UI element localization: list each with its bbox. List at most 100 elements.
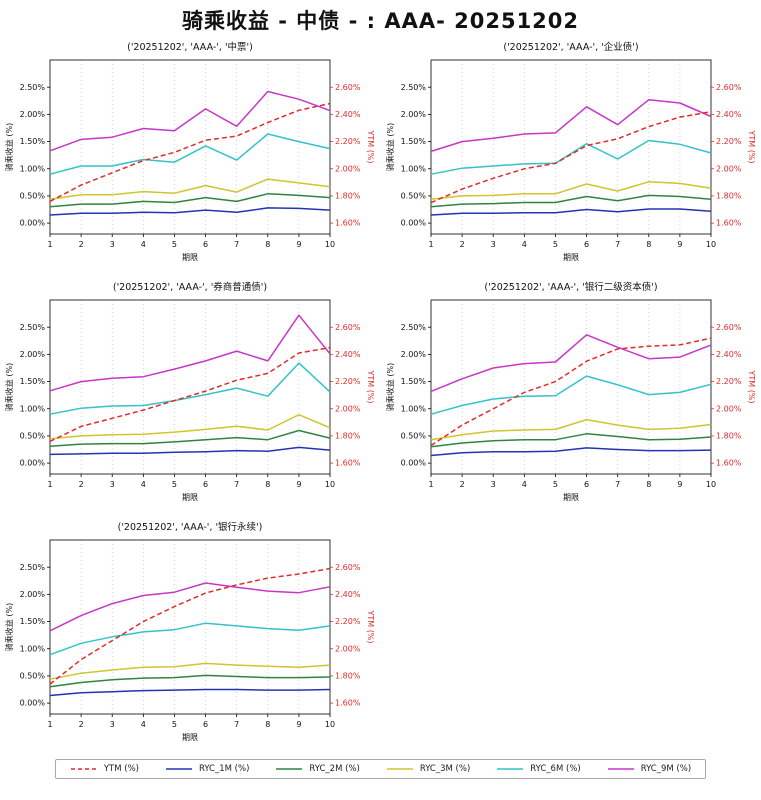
x-tick-label: 9	[296, 240, 301, 249]
series-ryc-6m-	[49, 133, 331, 175]
left-tick-label: 0.50%	[20, 192, 46, 201]
left-tick-label: 0.00%	[400, 219, 426, 228]
x-tick-label: 9	[296, 480, 301, 489]
x-tick-label: 7	[615, 480, 620, 489]
plot-frame	[49, 59, 331, 235]
legend-swatch-icon	[607, 768, 634, 770]
subplot-title: ('20251202', 'AAA-', '银行二级资本债')	[484, 281, 657, 293]
x-tick-label: 2	[459, 480, 464, 489]
right-tick-label: 2.00%	[335, 164, 361, 173]
y-right-axis-label: YTM (%)	[366, 129, 374, 163]
right-tick-label: 2.00%	[716, 164, 742, 173]
series-ytm-	[430, 110, 711, 204]
left-tick-label: 1.50%	[400, 377, 426, 386]
series-ytm-	[49, 102, 331, 203]
left-tick-label: 1.50%	[20, 617, 46, 626]
subplot-mtn: 0.00% 0.50% 1.00% 1.50% 2.00% 2.50% 1.60% 1.80%…	[2, 36, 378, 276]
legend-label: YTM (%)	[103, 764, 139, 774]
left-tick-label: 1.00%	[400, 164, 426, 173]
legend-row: YTM (%) RYC_1M (%) RYC_2M (%) RYC_3M (%) RYC…	[0, 759, 761, 779]
series-ryc-9m-	[430, 334, 711, 393]
left-tick-label: 2.00%	[20, 590, 46, 599]
series-ryc-1m-	[430, 447, 711, 457]
subplot-title: ('20251202', 'AAA-', '中票')	[127, 41, 253, 53]
charts-grid: 0.00% 0.50% 1.00% 1.50% 2.00% 2.50% 1.60% 1.80%…	[0, 36, 761, 756]
left-tick-label: 2.00%	[20, 110, 46, 119]
subplot-corporate-bond: 0.00% 0.50% 1.00% 1.50% 2.00% 2.50% 1.60% 1.80%…	[383, 36, 759, 276]
left-tick-label: 0.50%	[400, 432, 426, 441]
y-left-axis-label: 骑乘收益 (%)	[4, 603, 14, 651]
x-axis-label: 期限	[563, 253, 579, 262]
legend-label: RYC_6M (%)	[530, 764, 581, 774]
x-tick-label: 7	[234, 720, 239, 729]
x-tick-label: 4	[141, 240, 146, 249]
right-tick-label: 2.20%	[335, 137, 361, 146]
plot-frame	[430, 59, 711, 235]
right-tick-label: 2.40%	[716, 110, 742, 119]
series-ytm-	[430, 337, 711, 447]
right-tick-label: 2.60%	[335, 83, 361, 92]
y-right-axis-label: YTM (%)	[747, 129, 755, 163]
x-tick-label: 1	[47, 240, 52, 249]
x-tick-label: 1	[428, 480, 433, 489]
x-tick-label: 4	[141, 480, 146, 489]
left-tick-label: 2.00%	[400, 110, 426, 119]
subplot-chart-svg: 0.00% 0.50% 1.00% 1.50% 2.00% 2.50% 1.60% 1.80%…	[4, 521, 375, 742]
series-ryc-2m-	[430, 433, 711, 448]
right-tick-label: 2.20%	[716, 377, 742, 386]
left-tick-label: 1.00%	[400, 404, 426, 413]
legend-item-ryc-3m-: RYC_3M (%)	[386, 764, 470, 774]
x-tick-label: 7	[615, 240, 620, 249]
left-tick-label: 2.00%	[20, 350, 46, 359]
x-tick-label: 7	[234, 480, 239, 489]
series-ryc-2m-	[49, 429, 331, 448]
left-tick-label: 1.50%	[20, 137, 46, 146]
x-tick-label: 2	[79, 240, 84, 249]
x-tick-label: 10	[325, 240, 335, 249]
series-ryc-6m-	[49, 362, 331, 415]
right-tick-label: 2.40%	[335, 350, 361, 359]
x-tick-label: 8	[265, 240, 270, 249]
legend-swatch-icon	[497, 768, 524, 770]
y-left-axis-label: 骑乘收益 (%)	[385, 363, 395, 411]
series-ryc-3m-	[49, 662, 331, 680]
right-tick-label: 2.60%	[335, 563, 361, 572]
right-tick-label: 2.00%	[716, 404, 742, 413]
legend-swatch-icon	[386, 768, 413, 770]
legend-item-ryc-6m-: RYC_6M (%)	[496, 764, 581, 774]
right-tick-label: 2.60%	[716, 83, 742, 92]
y-right-axis-label: YTM (%)	[366, 609, 374, 643]
x-tick-label: 5	[552, 480, 557, 489]
page-title: 骑乘收益 - 中债 - : AAA- 20251202	[181, 9, 580, 33]
series-ryc-2m-	[49, 674, 331, 688]
x-tick-label: 4	[521, 240, 526, 249]
right-tick-label: 2.20%	[716, 137, 742, 146]
series-ryc-2m-	[49, 193, 331, 208]
left-tick-label: 1.00%	[20, 404, 46, 413]
series-ytm-	[49, 346, 331, 443]
series-ryc-9m-	[49, 90, 331, 152]
right-tick-label: 2.40%	[716, 350, 742, 359]
legend: YTM (%) RYC_1M (%) RYC_2M (%) RYC_3M (%) RYC…	[54, 759, 707, 779]
y-right-axis-label: YTM (%)	[366, 369, 374, 403]
x-tick-label: 9	[296, 720, 301, 729]
left-tick-label: 1.50%	[20, 377, 46, 386]
x-tick-label: 5	[552, 240, 557, 249]
legend-item-ryc-9m-: RYC_9M (%)	[607, 764, 691, 774]
subplot-title: ('20251202', 'AAA-', '券商普通债')	[113, 281, 267, 293]
right-tick-label: 1.60%	[335, 699, 361, 708]
x-tick-label: 1	[47, 480, 52, 489]
x-tick-label: 8	[265, 720, 270, 729]
x-tick-label: 1	[47, 720, 52, 729]
subplot-broker-bond: 0.00% 0.50% 1.00% 1.50% 2.00% 2.50% 1.60% 1.80%…	[2, 276, 378, 516]
series-ryc-9m-	[49, 582, 331, 632]
x-tick-label: 8	[265, 480, 270, 489]
right-tick-label: 1.80%	[335, 432, 361, 441]
subplot-bank-tier2: 0.00% 0.50% 1.00% 1.50% 2.00% 2.50% 1.60% 1.80%…	[383, 276, 759, 516]
x-tick-label: 6	[203, 480, 208, 489]
x-tick-label: 3	[110, 240, 115, 249]
x-tick-label: 4	[141, 720, 146, 729]
left-tick-label: 2.50%	[400, 83, 426, 92]
x-tick-label: 6	[584, 240, 589, 249]
empty-cell	[383, 516, 759, 756]
